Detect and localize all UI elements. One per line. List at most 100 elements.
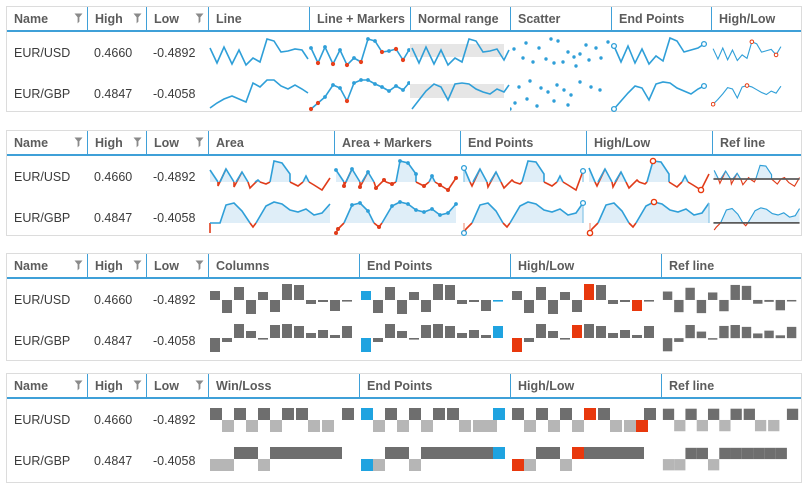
column-header-low[interactable]: Low <box>146 7 208 30</box>
table-row[interactable]: EUR/USD 0.4660 -0.4892 <box>7 279 801 320</box>
table-row[interactable]: EUR/GBP 0.4847 -0.4058 <box>7 197 801 238</box>
sparkline-high-low[interactable] <box>711 73 801 114</box>
sparkarea-ref-line[interactable] <box>712 197 801 238</box>
column-header-label: Scatter <box>518 11 561 26</box>
sparkline-line-markers[interactable] <box>309 32 410 73</box>
sparkwinloss-end-points[interactable] <box>359 399 510 440</box>
filter-icon[interactable] <box>195 13 204 24</box>
filter-icon[interactable] <box>133 137 142 148</box>
sparkcolumn-high-low[interactable] <box>510 320 661 361</box>
table-row[interactable]: EUR/GBP 0.4847 -0.4058 <box>7 440 801 481</box>
sparkline-line-markers[interactable] <box>309 73 410 114</box>
column-header-normal-range[interactable]: Normal range <box>410 7 510 30</box>
column-header-win-loss[interactable]: Win/Loss <box>208 374 359 397</box>
sparkarea-high-low[interactable] <box>586 156 712 197</box>
column-header-high[interactable]: High <box>87 254 146 277</box>
sparkarea-area[interactable] <box>208 197 334 238</box>
sparkwinloss-ref-line[interactable] <box>661 399 801 440</box>
sparkarea-area[interactable] <box>208 156 334 197</box>
grid-header-area: Name High Low Area Area + Markers End Po… <box>7 131 801 156</box>
column-header-low[interactable]: Low <box>146 131 208 154</box>
column-header-end-points[interactable]: End Points <box>359 254 510 277</box>
column-header-name[interactable]: Name <box>7 254 87 277</box>
sparkwinloss-ref-line[interactable] <box>661 440 801 481</box>
column-header-low[interactable]: Low <box>146 254 208 277</box>
column-header-end-points[interactable]: End Points <box>359 374 510 397</box>
column-header-label: Normal range <box>418 11 499 26</box>
column-header-high[interactable]: High <box>87 374 146 397</box>
table-row[interactable]: EUR/USD 0.4660 -0.4892 <box>7 399 801 440</box>
table-row[interactable]: EUR/GBP 0.4847 -0.4058 <box>7 320 801 361</box>
column-header-high-low[interactable]: High/Low <box>586 131 712 154</box>
cell-high: 0.4660 <box>94 45 133 60</box>
sparkarea-end-points[interactable] <box>460 156 586 197</box>
filter-icon[interactable] <box>74 380 83 391</box>
sparkline-line[interactable] <box>208 32 309 73</box>
sparkline-scatter[interactable] <box>510 32 611 73</box>
sparkwinloss-high-low[interactable] <box>510 399 661 440</box>
column-header-label: Line <box>216 11 242 26</box>
filter-icon[interactable] <box>195 260 204 271</box>
column-header-name[interactable]: Name <box>7 7 87 30</box>
sparkcolumn-end-points[interactable] <box>359 279 510 320</box>
column-sparkline-grid: Name High Low Columns End Points High/Lo… <box>6 253 802 361</box>
column-header-high[interactable]: High <box>87 7 146 30</box>
sparkcolumn-ref-line[interactable] <box>661 279 801 320</box>
filter-icon[interactable] <box>133 380 142 391</box>
column-header-area-markers[interactable]: Area + Markers <box>334 131 460 154</box>
sparkarea-end-points[interactable] <box>460 197 586 238</box>
column-header-ref-line[interactable]: Ref line <box>661 254 801 277</box>
sparkarea-area-markers[interactable] <box>334 156 460 197</box>
column-header-low[interactable]: Low <box>146 374 208 397</box>
filter-icon[interactable] <box>133 260 142 271</box>
cell-high: 0.4847 <box>94 86 133 101</box>
column-header-high-low[interactable]: High/Low <box>510 254 661 277</box>
table-row[interactable]: EUR/GBP 0.4847 -0.4058 <box>7 73 801 114</box>
sparkcolumn-columns[interactable] <box>208 279 359 320</box>
sparkwinloss-high-low[interactable] <box>510 440 661 481</box>
column-header-end-points[interactable]: End Points <box>611 7 711 30</box>
column-header-area[interactable]: Area <box>208 131 334 154</box>
column-header-name[interactable]: Name <box>7 374 87 397</box>
sparkarea-area-markers[interactable] <box>334 197 460 238</box>
sparkwinloss-win-loss[interactable] <box>208 399 359 440</box>
sparkline-line[interactable] <box>208 73 309 114</box>
filter-icon[interactable] <box>74 13 83 24</box>
column-header-line-markers[interactable]: Line + Markers <box>309 7 410 30</box>
column-header-ref-line[interactable]: Ref line <box>661 374 801 397</box>
filter-icon[interactable] <box>195 380 204 391</box>
sparkarea-high-low[interactable] <box>586 197 712 238</box>
filter-icon[interactable] <box>195 137 204 148</box>
column-header-ref-line[interactable]: Ref line <box>712 131 801 154</box>
column-header-label: Ref line <box>669 378 715 393</box>
sparkwinloss-end-points[interactable] <box>359 440 510 481</box>
sparkarea-ref-line[interactable] <box>712 156 801 197</box>
table-row[interactable]: EUR/USD 0.4660 -0.4892 <box>7 32 801 73</box>
cell-name: EUR/USD <box>14 169 71 184</box>
filter-icon[interactable] <box>74 260 83 271</box>
column-header-scatter[interactable]: Scatter <box>510 7 611 30</box>
column-header-high[interactable]: High <box>87 131 146 154</box>
filter-icon[interactable] <box>133 13 142 24</box>
sparkline-end-points[interactable] <box>611 32 711 73</box>
sparkcolumn-end-points[interactable] <box>359 320 510 361</box>
sparkline-normal-range[interactable] <box>410 73 510 114</box>
sparkline-high-low[interactable] <box>711 32 801 73</box>
column-header-high-low[interactable]: High/Low <box>711 7 801 30</box>
sparkwinloss-win-loss[interactable] <box>208 440 359 481</box>
sparkline-scatter[interactable] <box>510 73 611 114</box>
sparkcolumn-high-low[interactable] <box>510 279 661 320</box>
column-header-high-low[interactable]: High/Low <box>510 374 661 397</box>
table-row[interactable]: EUR/USD 0.4660 -0.4892 <box>7 156 801 197</box>
filter-icon[interactable] <box>74 137 83 148</box>
column-header-columns[interactable]: Columns <box>208 254 359 277</box>
sparkcolumn-columns[interactable] <box>208 320 359 361</box>
column-header-end-points[interactable]: End Points <box>460 131 586 154</box>
cell-high: 0.4660 <box>94 412 133 427</box>
sparkline-normal-range[interactable] <box>410 32 510 73</box>
sparkcolumn-ref-line[interactable] <box>661 320 801 361</box>
sparkline-end-points[interactable] <box>611 73 711 114</box>
column-header-name[interactable]: Name <box>7 131 87 154</box>
column-header-line[interactable]: Line <box>208 7 309 30</box>
